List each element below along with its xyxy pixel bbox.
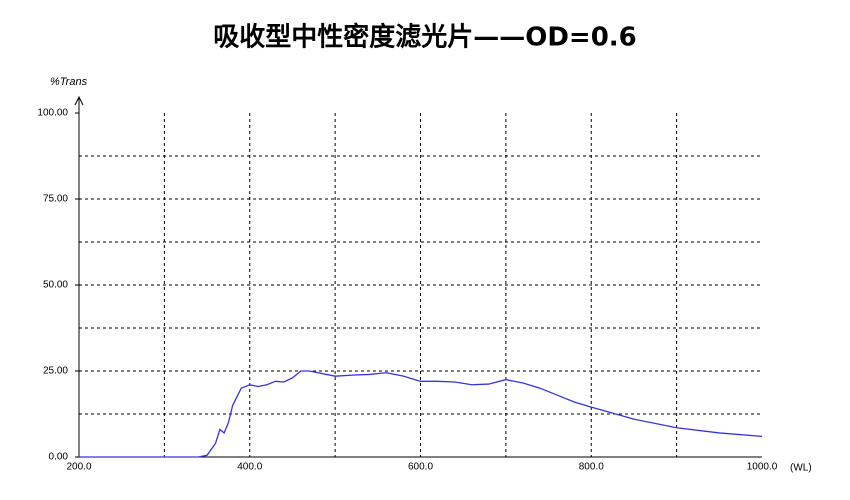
chart-title: 吸收型中性密度滤光片——OD=0.6 (213, 22, 637, 53)
y-tick-label: 0.00 (49, 452, 69, 463)
y-tick-label: 75.00 (43, 194, 68, 205)
y-tick-label: 100.00 (37, 108, 68, 119)
x-tick-label: 1000.0 (747, 462, 778, 473)
data-line (79, 370, 763, 458)
x-tick-label: 600.0 (408, 462, 433, 473)
x-axis-label: (WL) (790, 463, 812, 474)
y-tick-label: 25.00 (43, 366, 68, 377)
y-axis-label: %Trans (50, 76, 88, 88)
x-tick-label: 200.0 (66, 462, 91, 473)
y-tick-label: 50.00 (43, 280, 68, 291)
y-axis-arrow (74, 95, 84, 106)
x-tick-label: 800.0 (579, 462, 604, 473)
x-tick-label: 400.0 (237, 462, 262, 473)
